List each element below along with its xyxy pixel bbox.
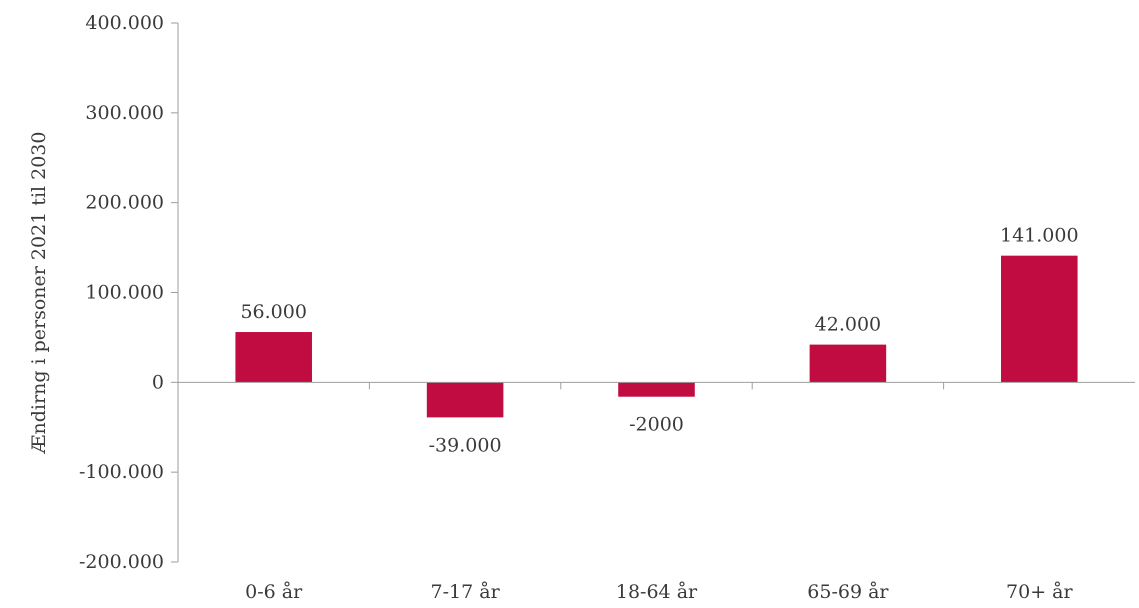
y-tick-label: 200.000 <box>85 192 164 214</box>
x-tick-label: 70+ år <box>1006 581 1073 603</box>
bar <box>235 332 312 383</box>
data-labels: 56.000 -39.000 -2000 42.000 141.000 <box>240 225 1078 457</box>
bar <box>426 382 504 418</box>
y-tick-label: 0 <box>152 371 164 393</box>
data-label: 141.000 <box>1000 225 1079 247</box>
y-tick-label: -200.000 <box>79 551 164 573</box>
y-tick-label: 300.000 <box>85 102 164 124</box>
x-axis-ticks: 0-6 år 7-17 år 18-64 år 65-69 år 70+ år <box>245 382 1073 603</box>
data-label: -39.000 <box>429 434 502 456</box>
data-label: 42.000 <box>815 314 881 336</box>
x-tick-label: 7-17 år <box>431 581 501 603</box>
y-tick-label: -100.000 <box>79 461 164 483</box>
x-tick-label: 18-64 år <box>616 581 698 603</box>
bar <box>1001 255 1078 383</box>
x-tick-label: 0-6 år <box>245 581 303 603</box>
bar <box>618 382 695 397</box>
y-axis-ticks: 400.000 300.000 200.000 100.000 0 -100.000 -20… <box>79 12 178 573</box>
bar <box>809 344 887 383</box>
data-label: 56.000 <box>240 301 306 323</box>
data-label: -2000 <box>629 414 684 436</box>
x-tick-label: 65-69 år <box>807 581 889 603</box>
y-tick-label: 100.000 <box>85 282 164 304</box>
y-axis-title: Ændirng i personer 2021 til 2030 <box>28 132 50 455</box>
y-tick-label: 400.000 <box>85 12 164 34</box>
bars <box>235 255 1078 418</box>
